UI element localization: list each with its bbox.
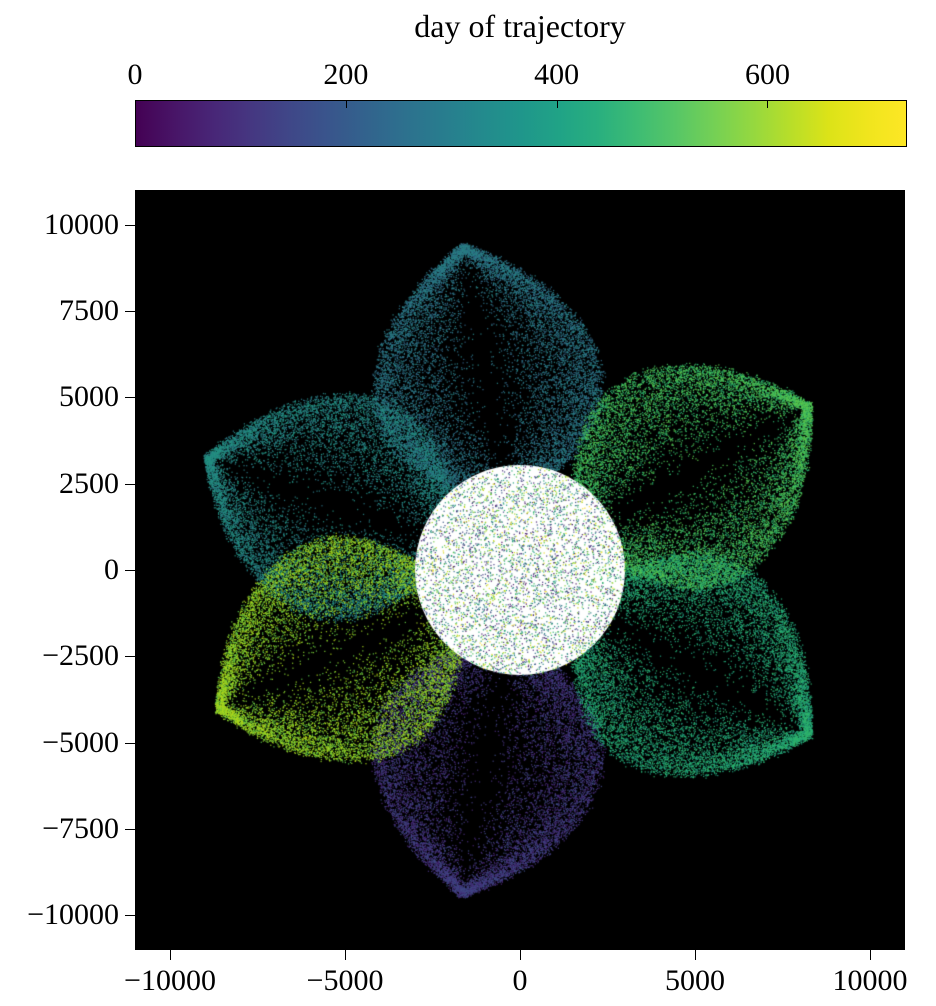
y-tick-label: 0 — [0, 553, 119, 587]
x-tick-label: −10000 — [124, 964, 216, 998]
colorbar-tick — [346, 100, 347, 108]
colorbar-tick — [767, 100, 768, 108]
x-tick — [870, 950, 871, 960]
y-tick — [125, 915, 135, 916]
y-tick-label: −7500 — [0, 812, 119, 846]
x-tick-label: 0 — [513, 964, 528, 998]
colorbar-tick-label: 400 — [534, 58, 579, 92]
colorbar-tick-label: 600 — [745, 58, 790, 92]
y-tick — [125, 656, 135, 657]
y-tick — [125, 225, 135, 226]
colorbar — [135, 100, 907, 147]
x-tick — [345, 950, 346, 960]
y-tick-label: 10000 — [0, 208, 119, 242]
colorbar-tick — [135, 100, 136, 108]
x-tick-label: −5000 — [307, 964, 384, 998]
y-tick-label: −5000 — [0, 726, 119, 760]
y-tick — [125, 829, 135, 830]
y-tick-label: 5000 — [0, 380, 119, 414]
y-tick — [125, 570, 135, 571]
x-tick — [170, 950, 171, 960]
x-tick — [695, 950, 696, 960]
y-tick — [125, 397, 135, 398]
x-tick-label: 5000 — [665, 964, 725, 998]
x-tick-label: 10000 — [833, 964, 908, 998]
scatter-plot-area — [135, 190, 905, 950]
y-tick — [125, 311, 135, 312]
colorbar-tick — [557, 100, 558, 108]
colorbar-tick-label: 200 — [323, 58, 368, 92]
colorbar-title: day of trajectory — [135, 8, 905, 45]
scatter-canvas — [135, 190, 905, 950]
y-tick-label: −2500 — [0, 639, 119, 673]
y-tick-label: 2500 — [0, 467, 119, 501]
y-tick — [125, 484, 135, 485]
y-tick-label: 7500 — [0, 294, 119, 328]
y-tick — [125, 743, 135, 744]
colorbar-tick-label: 0 — [128, 58, 143, 92]
x-tick — [520, 950, 521, 960]
y-tick-label: −10000 — [0, 898, 119, 932]
